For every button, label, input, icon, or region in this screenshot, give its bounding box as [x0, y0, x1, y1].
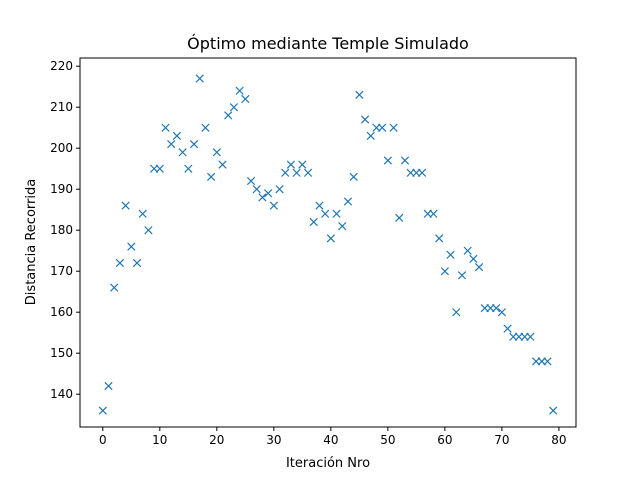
y-tick-label: 140	[50, 387, 73, 401]
x-tick-label: 0	[99, 433, 107, 447]
data-point	[229, 103, 239, 112]
x-tick-label: 20	[209, 433, 224, 447]
y-axis: 140 150 160 170 180 190 200 210 220	[50, 59, 80, 401]
data-point	[161, 123, 170, 132]
x-tick-label: 80	[551, 433, 566, 447]
data-point	[400, 156, 410, 165]
data-point	[144, 226, 153, 235]
y-tick-label: 160	[50, 305, 73, 319]
data-point	[246, 176, 256, 186]
data-point	[452, 308, 461, 317]
y-tick-label: 220	[50, 59, 73, 73]
data-point	[218, 160, 227, 169]
x-tick-label: 30	[266, 433, 281, 447]
data-point	[349, 172, 358, 182]
data-point	[303, 168, 313, 177]
y-tick-label: 180	[50, 223, 73, 237]
data-markers	[98, 74, 558, 415]
data-point	[189, 139, 199, 149]
x-tick-label: 70	[494, 433, 509, 447]
data-point	[258, 193, 267, 202]
data-point	[457, 271, 467, 280]
data-point	[127, 242, 136, 251]
data-point	[115, 258, 125, 268]
data-point	[121, 201, 130, 210]
data-point	[497, 308, 507, 317]
data-point	[526, 332, 535, 341]
data-point	[355, 90, 364, 100]
x-tick-label: 40	[323, 433, 338, 447]
data-point	[366, 131, 375, 141]
data-point	[309, 217, 318, 227]
data-point	[138, 209, 147, 218]
data-point	[326, 234, 335, 243]
plot-frame	[79, 57, 577, 428]
data-point	[474, 262, 484, 272]
y-tick-label: 170	[50, 264, 73, 278]
data-point	[492, 303, 501, 313]
chart-title: Óptimo mediante Temple Simulado	[187, 34, 469, 53]
y-tick-label: 190	[50, 182, 73, 196]
data-point	[201, 123, 210, 132]
data-point	[286, 160, 296, 169]
y-tick-label: 200	[50, 141, 73, 155]
data-point	[292, 168, 301, 177]
x-tick-label: 50	[380, 433, 395, 447]
data-point	[178, 148, 187, 157]
data-point	[378, 123, 387, 132]
data-point	[429, 209, 438, 218]
data-point	[315, 201, 324, 210]
data-point	[207, 172, 216, 182]
data-point	[469, 254, 478, 264]
data-point	[395, 213, 404, 223]
data-point	[343, 197, 353, 206]
data-point	[543, 357, 552, 366]
data-point	[389, 123, 398, 132]
data-point	[155, 164, 164, 173]
data-point	[104, 381, 113, 391]
data-point	[503, 324, 512, 333]
data-point	[195, 74, 204, 83]
data-point	[435, 234, 444, 243]
data-point	[212, 148, 221, 157]
data-point	[549, 406, 558, 415]
data-point	[463, 246, 472, 255]
data-point	[184, 164, 193, 173]
x-axis-label: Iteración Nro	[286, 456, 370, 471]
data-point	[98, 406, 107, 415]
data-point	[332, 209, 341, 218]
data-point	[360, 115, 370, 124]
data-point	[298, 160, 307, 169]
data-point	[321, 209, 330, 218]
data-point	[269, 201, 278, 210]
data-point	[132, 258, 142, 268]
data-point	[167, 139, 176, 149]
data-point	[275, 185, 284, 194]
data-point	[338, 221, 347, 231]
y-tick-label: 210	[50, 100, 73, 114]
data-point	[172, 131, 182, 141]
x-tick-label: 10	[152, 433, 167, 447]
data-point	[440, 267, 449, 276]
data-point	[446, 250, 455, 259]
data-point	[383, 156, 392, 165]
data-point	[417, 168, 427, 177]
data-point	[264, 189, 273, 198]
data-point	[252, 185, 261, 194]
y-tick-label: 150	[50, 346, 73, 360]
data-point	[110, 283, 119, 292]
data-point	[281, 168, 290, 177]
data-point	[241, 94, 250, 104]
y-axis-label: Distancia Recorrida	[24, 179, 39, 305]
x-axis: 0 10 20 30 40 50 60 70 80	[99, 427, 567, 447]
data-point	[224, 111, 233, 120]
x-tick-label: 60	[437, 433, 452, 447]
data-point	[235, 86, 244, 95]
